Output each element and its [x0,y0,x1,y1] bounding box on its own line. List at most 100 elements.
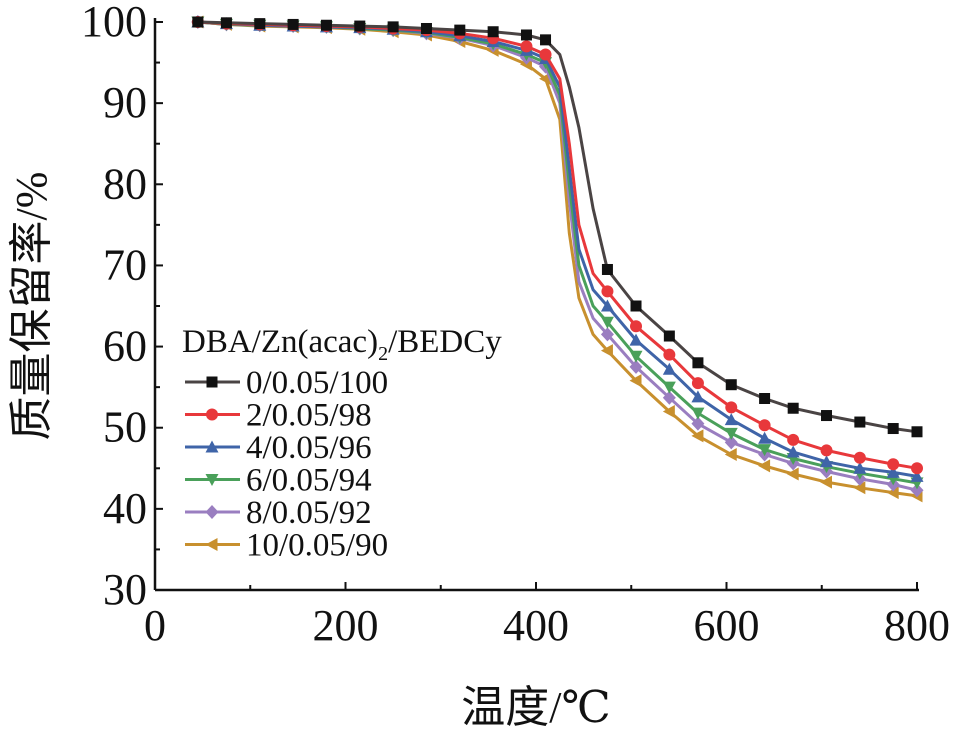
data-point-triangle-left [758,459,771,473]
data-point-square [759,393,771,405]
data-point-diamond [691,416,705,431]
legend-label: 4/0.05/96 [246,430,372,466]
data-point-square [220,17,232,29]
data-point-diamond [205,505,219,519]
y-tick-label: 50 [103,403,147,452]
x-tick-label: 200 [313,601,379,650]
data-point-circle [520,40,533,53]
data-point-triangle-down [724,427,738,440]
x-tick-label: 400 [503,601,569,650]
y-tick-label: 30 [103,565,147,614]
data-point-circle [725,401,738,414]
data-point-square [420,22,432,34]
data-point-triangle-up [724,413,738,426]
series-line [197,20,918,434]
legend-label: 8/0.05/92 [246,495,372,531]
data-point-triangle-left [724,447,737,461]
y-tick-label: 90 [103,78,147,127]
data-point-circle [887,458,900,471]
data-point-triangle-left [205,538,218,551]
data-point-triangle-up [786,445,800,458]
data-point-square [821,410,833,422]
data-point-diamond [724,435,738,450]
y-tick-label: 40 [103,484,147,533]
data-point-triangle-left [662,404,675,418]
data-point-triangle-up [886,465,900,478]
data-point-triangle-up [758,431,772,444]
data-point-triangle-up [205,440,219,453]
data-point-triangle-up [629,333,643,346]
data-point-square [287,18,299,30]
data-point-circle [758,419,771,432]
data-point-circle [663,348,676,361]
legend-item: 4/0.05/96 [185,430,372,466]
data-point-triangle-down [691,407,705,420]
data-point-circle [691,377,704,390]
data-point-circle [820,444,833,457]
data-point-circle [206,408,218,421]
data-point-square [387,21,399,33]
data-point-square [887,423,899,435]
y-tick-label: 70 [103,240,147,289]
data-point-square [320,19,332,31]
legend-label: 2/0.05/98 [246,398,372,434]
data-point-circle [853,451,866,464]
data-point-circle [630,320,643,333]
y-tick-label: 80 [103,159,147,208]
data-point-square [692,357,704,369]
data-point-triangle-left [600,344,613,358]
data-point-triangle-up [662,362,676,375]
legend-item: 2/0.05/98 [185,398,372,434]
data-point-square [540,34,552,46]
data-point-circle [787,433,800,446]
data-point-square [630,300,642,312]
data-point-square [192,16,204,28]
legend-item: 8/0.05/92 [185,495,372,531]
data-point-diamond [629,359,643,374]
y-axis-label: 质量保留率/% [7,172,56,441]
data-point-diamond [600,327,614,342]
data-point-square [663,330,675,342]
data-point-square [854,416,866,428]
data-point-triangle-up [910,469,924,482]
data-point-triangle-up [600,299,614,312]
data-point-triangle-left [629,374,642,388]
legend-item: 6/0.05/94 [185,463,372,499]
legend-label: 0/0.05/100 [246,365,388,401]
data-point-square [520,29,532,41]
data-point-triangle-up [853,461,867,474]
x-tick-label: 600 [694,601,760,650]
series-0-0.05-100 [192,16,923,438]
data-point-circle [911,462,923,475]
data-point-square [254,18,266,30]
data-point-triangle-down [758,444,772,457]
data-point-square [454,24,466,36]
legend: DBA/Zn(acac)2/BEDCy 0/0.05/1002/0.05/984… [182,324,502,564]
data-point-triangle-left [820,475,833,489]
legend-label: 10/0.05/90 [246,528,388,564]
data-point-triangle-left [886,486,899,500]
data-point-triangle-down [662,381,676,394]
data-point-triangle-down [205,474,219,486]
data-point-circle [539,48,552,61]
legend-item: 0/0.05/100 [185,365,388,401]
x-tick-label: 800 [884,601,950,650]
data-point-triangle-left [786,467,799,481]
data-point-circle [601,285,614,298]
data-point-triangle-left [691,429,704,443]
y-tick-label: 60 [103,322,147,371]
x-axis-label: 温度/℃ [461,683,610,730]
legend-item: 10/0.05/90 [185,528,388,564]
data-point-square [206,376,218,388]
y-tick-label: 100 [81,0,147,46]
data-point-diamond [910,483,924,498]
legend-label: 6/0.05/94 [246,463,372,499]
data-point-square [487,26,499,38]
legend-title: DBA/Zn(acac)2/BEDCy [182,324,502,365]
data-point-triangle-up [691,390,705,403]
data-point-square [601,263,613,275]
data-point-triangle-down [629,350,643,363]
data-point-square [787,402,799,414]
data-point-square [725,379,737,391]
